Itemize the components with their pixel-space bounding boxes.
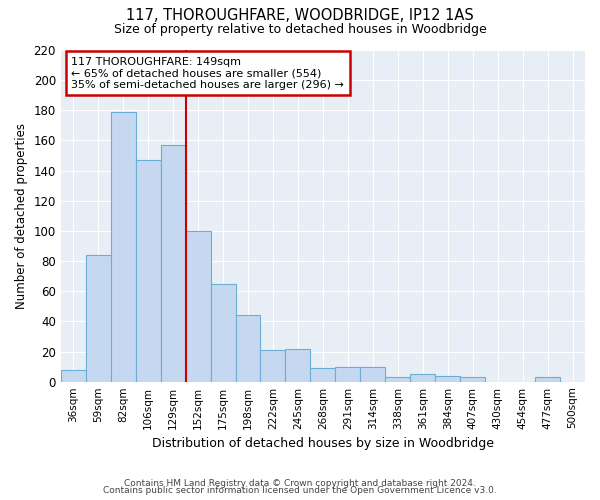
Bar — [185, 231, 211, 382]
Bar — [260, 350, 286, 382]
Bar — [410, 374, 435, 382]
Bar — [211, 284, 236, 382]
Text: Size of property relative to detached houses in Woodbridge: Size of property relative to detached ho… — [113, 22, 487, 36]
Bar — [286, 348, 310, 382]
Bar — [61, 370, 86, 382]
Bar — [460, 377, 485, 382]
Bar — [86, 255, 111, 382]
Y-axis label: Number of detached properties: Number of detached properties — [15, 123, 28, 309]
Bar — [111, 112, 136, 382]
Bar — [236, 316, 260, 382]
Text: 117 THOROUGHFARE: 149sqm
← 65% of detached houses are smaller (554)
35% of semi-: 117 THOROUGHFARE: 149sqm ← 65% of detach… — [71, 56, 344, 90]
Bar — [136, 160, 161, 382]
X-axis label: Distribution of detached houses by size in Woodbridge: Distribution of detached houses by size … — [152, 437, 494, 450]
Text: Contains HM Land Registry data © Crown copyright and database right 2024.: Contains HM Land Registry data © Crown c… — [124, 478, 476, 488]
Bar — [385, 377, 410, 382]
Text: 117, THOROUGHFARE, WOODBRIDGE, IP12 1AS: 117, THOROUGHFARE, WOODBRIDGE, IP12 1AS — [126, 8, 474, 22]
Bar — [535, 377, 560, 382]
Bar — [310, 368, 335, 382]
Bar — [435, 376, 460, 382]
Bar — [161, 145, 185, 382]
Bar — [335, 366, 361, 382]
Text: Contains public sector information licensed under the Open Government Licence v3: Contains public sector information licen… — [103, 486, 497, 495]
Bar — [361, 366, 385, 382]
